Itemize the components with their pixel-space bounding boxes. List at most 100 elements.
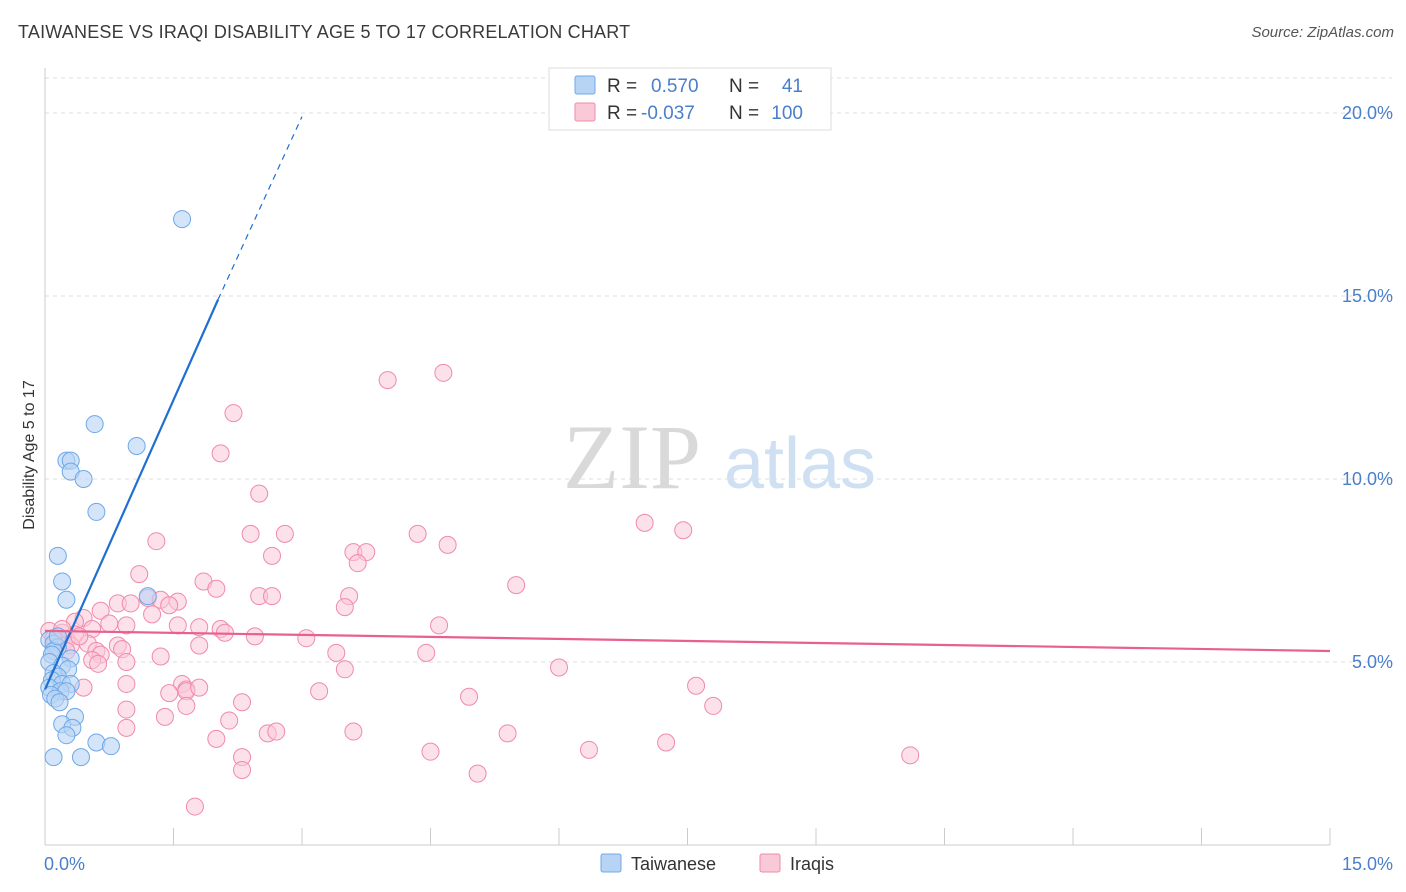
iraqis-point-89 [901,746,920,765]
iraqis-point-83 [267,722,286,741]
series-label-iraqis: Iraqis [790,854,834,874]
iraqis-point-93 [185,797,204,816]
legend-r-value-iraqis: -0.037 [641,103,695,124]
series-swatch-taiwanese [600,853,622,873]
legend-r-label-taiwanese: R = [607,76,637,97]
taiwanese-point-1 [85,415,104,434]
y-tick-label-0: 5.0% [1352,652,1393,672]
legend-box [548,67,832,131]
iraqis-point-0 [434,363,453,382]
taiwanese-point-7 [87,502,106,521]
iraqis-point-34 [100,614,119,633]
iraqis-point-56 [417,643,436,662]
iraqis-point-85 [207,729,226,748]
iraqis-point-1 [378,371,397,390]
iraqis-point-61 [89,654,108,673]
iraqis-point-87 [579,740,598,759]
iraqis-point-40 [430,616,449,635]
taiwanese-point-6 [74,469,93,488]
iraqis-point-76 [177,696,196,715]
iraqis-point-77 [117,700,136,719]
iraqis-point-84 [498,724,517,743]
iraqis-point-29 [335,598,354,617]
iraqis-point-9 [241,524,260,543]
iraqis-point-79 [220,711,239,730]
iraqis-point-74 [704,696,723,715]
tick-labels: 5.0% 10.0% 15.0% 20.0% 0.0% 15.0% [44,103,1393,874]
y-tick-label-3: 20.0% [1342,103,1393,123]
watermark: ZIP atlas [563,406,876,508]
iraqis-point-63 [550,658,568,677]
iraqis-point-30 [91,601,110,620]
taiwanese-point-8 [48,546,67,565]
iraqis-point-31 [143,605,162,624]
iraqis-point-35 [117,616,136,635]
legend-r-label-iraqis: R = [607,103,637,124]
iraqis-point-78 [155,707,174,726]
series-swatch-iraqis [759,853,781,873]
grid-lines [45,77,1392,663]
iraqis-point-7 [408,524,427,543]
iraqis-point-15 [348,554,367,573]
iraqis-point-44 [245,627,264,646]
taiwanese-trend-extension [217,116,303,300]
iraqis-point-27 [121,594,140,613]
chart-title: TAIWANESE VS IRAQI DISABILITY AGE 5 TO 1… [18,22,631,42]
taiwanese-point-0 [173,210,192,229]
iraqis-point-28 [160,596,179,615]
taiwanese-point-31 [50,693,69,712]
iraqis-point-51 [190,636,209,655]
iraqis-point-72 [190,678,209,697]
taiwanese-point-9 [53,572,72,591]
watermark-atlas: atlas [724,424,876,504]
x-tick-label-left: 0.0% [44,854,85,874]
iraqis-point-16 [130,565,149,584]
source-credit: Source: ZipAtlas.com [1251,24,1394,41]
stats-legend: R = 0.570 N = 41 R = -0.037 N = 100 [548,67,832,131]
watermark-zip: ZIP [563,406,701,508]
x-tick-label-right: 15.0% [1342,854,1393,874]
iraqis-point-86 [657,733,676,752]
legend-n-label-iraqis: N = [729,103,759,124]
legend-n-value-iraqis: 100 [771,103,803,124]
iraqis-point-36 [168,616,187,635]
iraqis-point-8 [275,524,294,543]
iraqis-point-18 [507,576,526,595]
legend-n-value-taiwanese: 41 [782,76,803,97]
iraqis-point-62 [335,660,354,679]
iraqis-point-3 [211,444,230,463]
iraqis-point-55 [327,643,346,662]
iraqis-point-88 [421,742,440,761]
iraqis-point-4 [250,484,269,503]
iraqis-point-92 [468,764,487,783]
taiwanese-point-38 [44,748,63,767]
taiwanese-point-11 [138,587,157,606]
taiwanese-trend-line [43,299,220,690]
legend-n-label-taiwanese: N = [729,76,759,97]
iraqis-point-75 [233,693,252,712]
taiwanese-point-10 [57,590,76,609]
iraqis-point-2 [224,404,243,423]
legend-r-value-taiwanese: 0.570 [651,76,699,97]
trend-lines [43,116,1331,690]
taiwanese-points [40,210,192,767]
iraqis-point-67 [687,676,706,695]
iraqis-point-64 [117,674,136,693]
iraqis-point-10 [147,532,166,551]
iraqis-point-14 [263,546,282,565]
iraqis-point-81 [344,722,363,741]
taiwanese-point-35 [57,726,76,745]
legend-swatch-taiwanese [574,75,596,95]
iraqis-point-11 [438,535,457,554]
series-legend: Taiwanese Iraqis [600,853,834,874]
taiwanese-point-2 [127,437,146,456]
y-tick-label-2: 15.0% [1342,286,1393,306]
iraqis-point-73 [460,687,479,706]
axes [44,68,1331,846]
iraqis-point-6 [674,521,693,540]
iraqis-point-80 [117,718,136,737]
iraqis-point-21 [263,587,282,606]
legend-swatch-iraqis [574,102,596,122]
iraqis-point-19 [207,579,226,598]
